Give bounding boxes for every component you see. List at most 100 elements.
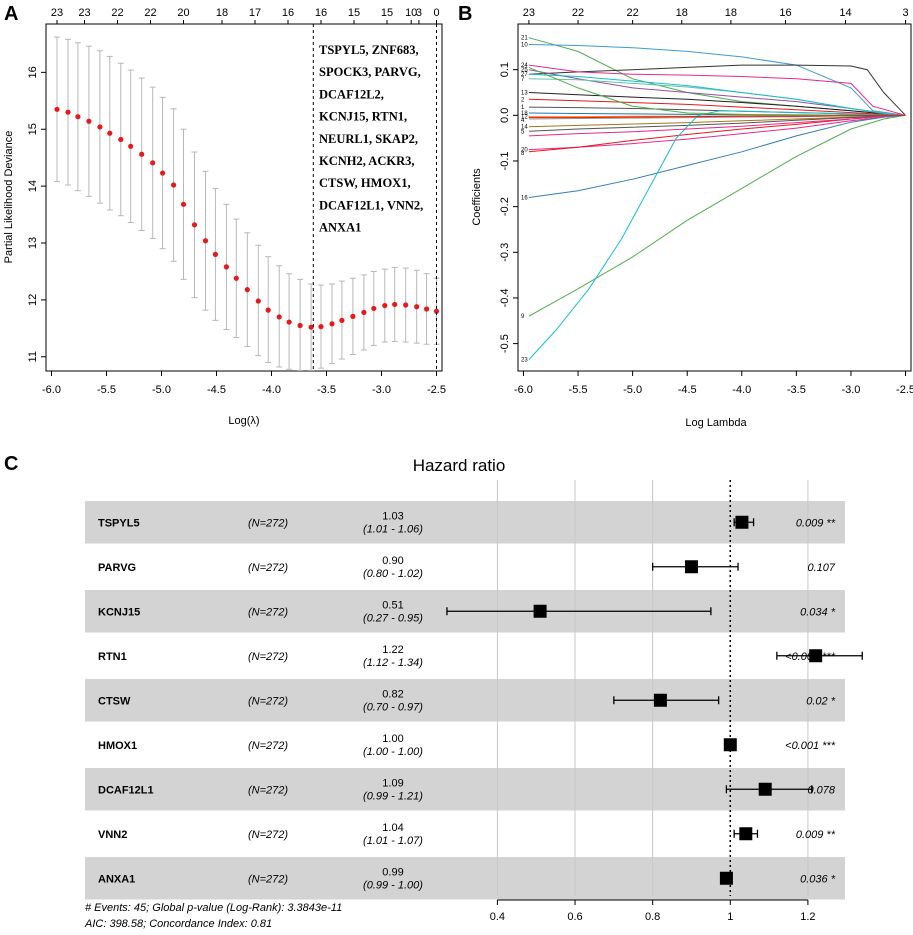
panel-a-x-axis: -6.0 -5.5 -5.0 -4.5 -4.0 -3.5 -3.0 -2.5 [42, 371, 446, 396]
panel-b-coefficient-lines [528, 37, 906, 360]
gene-annotation-line: DCAF12L1, VNN2, [319, 198, 423, 212]
coef-line-10 [528, 44, 906, 116]
panel-b-x-title: Log Lambda [685, 417, 747, 429]
forest-p-value: 0.107 [807, 562, 835, 574]
forest-row-shade [85, 501, 845, 544]
top-tick-label: 18 [725, 7, 737, 19]
x-tick-label: -6.0 [42, 384, 61, 396]
deviance-point [392, 301, 398, 308]
y-tick-label: -0.4 [499, 288, 511, 307]
top-tick-label: 18 [676, 7, 688, 19]
panel-a-y-title: Partial Likelihood Deviance [3, 131, 15, 264]
top-tick-label: 22 [111, 7, 123, 19]
forest-gene-label: RTN1 [98, 651, 127, 663]
x-tick-label: -3.0 [841, 384, 860, 396]
top-tick-label: 15 [381, 7, 393, 19]
top-tick-label: 20 [177, 7, 189, 19]
deviance-point [361, 309, 367, 316]
forest-footnote-2: AIC: 398.58; Concordance Index: 0.81 [84, 918, 272, 930]
x-tick-label: -5.5 [97, 384, 116, 396]
forest-p-value: 0.02 * [806, 695, 835, 707]
forest-hr-label: 1.22 [382, 644, 403, 656]
y-tick-label: 12 [27, 294, 39, 306]
deviance-point [128, 143, 134, 149]
gene-annotation-line: ANXA1 [319, 221, 361, 235]
gene-annotation-line: KCNH2, ACKR3, [319, 154, 415, 168]
forest-gene-label: HMOX1 [98, 740, 137, 752]
line-label: 25 [521, 68, 528, 74]
coef-line-16 [528, 114, 906, 198]
panel-label-c: C [4, 453, 18, 475]
forest-ci-label: (0.27 - 0.95) [363, 612, 423, 624]
coef-line-23 [528, 110, 906, 360]
top-tick-label: 22 [144, 7, 156, 19]
forest-p-value: 0.034 * [800, 606, 836, 618]
panel-a-cv-plot: 23 23 22 22 20 18 17 16 16 15 15 103 0 -6.0 -5.5 -5.0-… [3, 7, 446, 427]
deviance-point [65, 109, 71, 115]
panel-b-top-axis: 23 22 22 18 18 16 14 3 [523, 7, 909, 24]
y-tick-label: 0.0 [499, 108, 511, 123]
forest-p-value: 0.009 ** [796, 517, 836, 529]
forest-n-label: (N=272) [248, 829, 288, 841]
forest-hr-label: 0.51 [382, 599, 403, 611]
top-tick-label: 15 [348, 7, 360, 19]
top-tick-label: 22 [572, 7, 584, 19]
forest-gene-label: TSPYL5 [98, 517, 140, 529]
y-tick-label: -0.3 [499, 243, 511, 262]
panel-a-x-title: Log(λ) [228, 415, 259, 427]
panel-b-x-axis: -6.0 -5.5 -5.0 -4.5 -4.0 -3.5 -3.0 -2.5 [514, 371, 913, 396]
deviance-point [297, 322, 303, 329]
forest-hr-marker [723, 738, 737, 752]
line-label: 12 [521, 115, 528, 121]
forest-gridlines [496, 480, 809, 896]
panel-b-y-axis: -0.5 -0.4 -0.3 -0.2 -0.1 0.0 0.1 [499, 62, 518, 353]
deviance-point [191, 222, 198, 228]
forest-x-tick-label: 1 [727, 911, 733, 923]
deviance-point [424, 306, 430, 312]
line-label: 14 [521, 125, 528, 131]
x-tick-label: -3.5 [317, 384, 336, 396]
line-label: 1 [521, 105, 525, 111]
y-tick-label: 13 [27, 237, 39, 249]
coef-line-9 [528, 114, 906, 317]
forest-ci-label: (1.12 - 1.34) [363, 657, 423, 669]
panel-label-b: B [458, 3, 472, 25]
y-tick-label: -0.5 [499, 334, 511, 353]
forest-x-tick-label: 0.8 [645, 911, 660, 923]
forest-ci-label: (0.70 - 0.97) [363, 701, 423, 713]
top-tick-label: 3 [416, 7, 422, 19]
top-tick-label: 18 [216, 7, 228, 19]
x-tick-label: -3.0 [372, 384, 391, 396]
panel-b-frame [517, 23, 912, 372]
forest-hr-label: 0.99 [382, 866, 403, 878]
deviance-point [202, 238, 209, 244]
line-label: 4 [521, 118, 525, 124]
forest-footnote-1: # Events: 45; Global p-value (Log-Rank):… [85, 902, 342, 914]
deviance-point [171, 182, 177, 188]
forest-p-value: 0.078 [807, 784, 835, 796]
deviance-point [255, 298, 261, 304]
y-tick-label: -0.1 [499, 151, 511, 170]
deviance-point [308, 324, 314, 330]
forest-n-label: (N=272) [248, 562, 288, 574]
y-tick-label: 16 [27, 66, 39, 78]
forest-hr-marker [735, 515, 749, 529]
forest-gene-label: CTSW [98, 695, 131, 707]
x-tick-label: -5.5 [569, 384, 588, 396]
forest-p-value: 0.009 ** [796, 829, 836, 841]
gene-annotation-line: CTSW, HMOX1, [319, 176, 411, 190]
deviance-point [318, 324, 324, 330]
forest-gene-label: VNN2 [98, 829, 127, 841]
y-tick-label: -0.2 [499, 197, 511, 216]
deviance-point [160, 170, 166, 176]
forest-hr-marker [809, 649, 823, 663]
y-tick-label: 14 [27, 180, 39, 192]
forest-x-tick-label: 0.4 [490, 911, 505, 923]
deviance-point [414, 304, 420, 310]
gene-annotation-line: NEURL1, SKAP2, [319, 132, 418, 146]
deviance-point [223, 264, 229, 270]
deviance-point [276, 314, 282, 320]
x-tick-label: -4.5 [207, 384, 226, 396]
